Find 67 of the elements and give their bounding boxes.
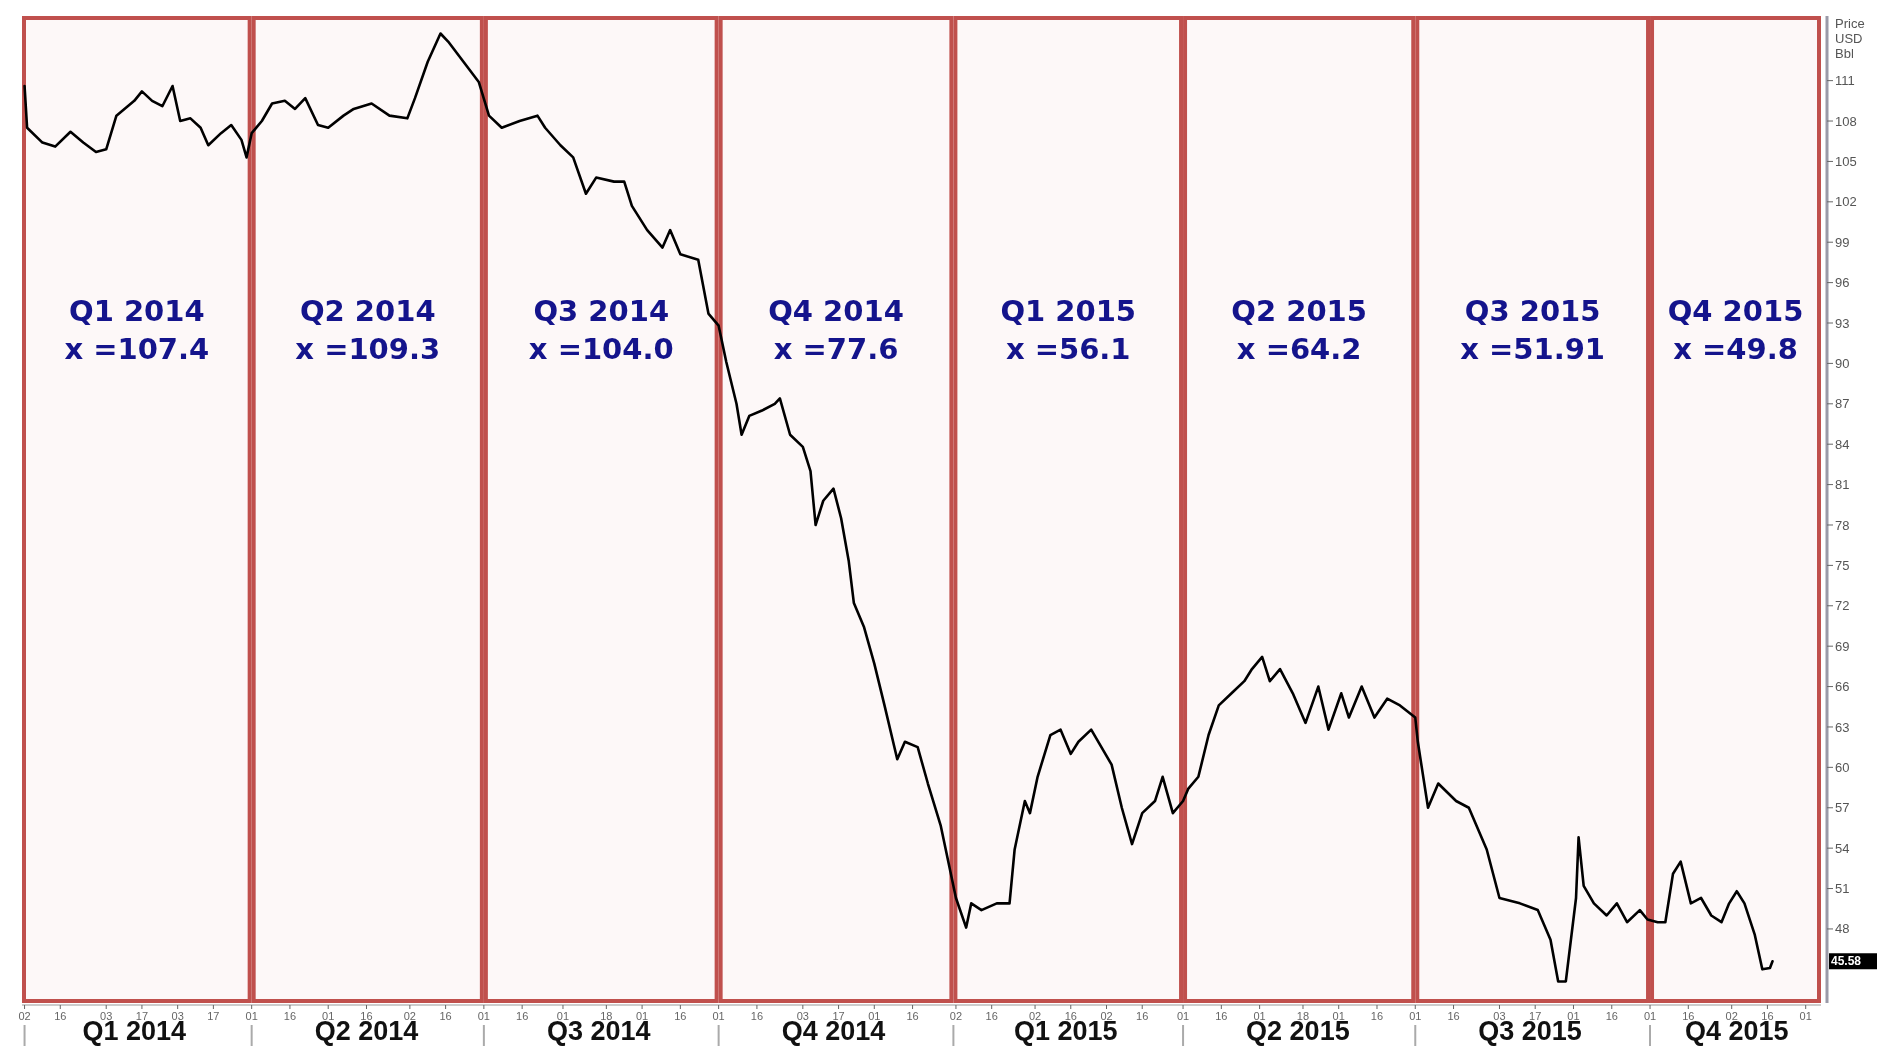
y-tick-label: 105 [1835, 153, 1857, 169]
text: x =64.2 [1236, 332, 1362, 366]
y-tick-label: 48 [1835, 921, 1850, 937]
x-tick-label: 17 [135, 1010, 149, 1022]
x-tick-label: 02 [949, 1010, 963, 1022]
x-tick-label: 17 [1529, 1010, 1542, 1022]
y-axis-title: Price USD Bbl [1835, 16, 1865, 61]
text: x =104.0 [528, 332, 674, 366]
y-tick-label: 63 [1835, 719, 1850, 735]
x2-tick-label: Q1 2014 [69, 294, 205, 328]
x-tick-label: 02 [18, 1010, 31, 1022]
x2-tick-label: Q2 2014 [299, 294, 436, 328]
x-tick-label: 17 [207, 1010, 220, 1022]
text: x =56.1 [1005, 332, 1131, 366]
y-tick-label: 78 [1835, 517, 1850, 533]
x-tick-label: 17 [832, 1010, 845, 1022]
x-tick-label: 16 [750, 1010, 764, 1022]
x-tick-label: 01 [477, 1010, 490, 1022]
y-tick-label: 81 [1835, 477, 1850, 493]
text: x =51.91 [1460, 332, 1606, 366]
x-tick-label: 01 [1643, 1010, 1657, 1022]
text: x =49.8 [1673, 332, 1798, 366]
x-tick-label: 16 [1370, 1010, 1384, 1022]
x2-tick-label: Q3 2015 [1464, 294, 1601, 328]
y-tick-label: 84 [1835, 436, 1850, 452]
x2-tick-label: Q1 2015 [1000, 294, 1137, 328]
x-tick-label: 16 [439, 1010, 452, 1022]
x2-tick-label: Q4 2015 [1667, 294, 1804, 328]
x-tick-label: 03 [796, 1010, 809, 1022]
x-tick-label: 01 [1799, 1010, 1812, 1022]
x-tick-label: 16 [1605, 1010, 1618, 1022]
y-tick-label: 60 [1835, 759, 1850, 775]
text: x =109.3 [295, 332, 441, 366]
y-tick-label: 75 [1835, 557, 1850, 573]
x-tick-label: 01 [712, 1010, 725, 1022]
y-tick-label: 51 [1835, 881, 1850, 897]
y-tick-label: 96 [1835, 275, 1850, 291]
x-tick-label: 01 [1176, 1010, 1190, 1022]
text: x =107.4 [64, 332, 210, 366]
x-tick-label: 16 [1447, 1010, 1460, 1022]
y-tick-label: 57 [1835, 800, 1850, 816]
y-tick-label: 99 [1835, 234, 1850, 250]
y-tick-label: 102 [1835, 194, 1857, 210]
x-tick-label: 16 [906, 1010, 919, 1022]
y-tick-label: 108 [1835, 113, 1857, 129]
y-tick-label: 69 [1835, 638, 1850, 654]
y-tick-label: 93 [1835, 315, 1850, 331]
x-tick-label: 16 [1215, 1010, 1228, 1022]
x2-tick-label: Q4 2014 [768, 294, 904, 328]
x2-tick-label: Q2 2015 [1231, 294, 1367, 328]
x-tick-label: 16 [985, 1010, 998, 1022]
x-tick-label: 16 [1136, 1010, 1149, 1022]
y-tick-label: 72 [1835, 598, 1850, 614]
y-tick-label: 54 [1835, 840, 1850, 856]
x-tick-label: 16 [516, 1010, 529, 1022]
y-tick-label: 111 [1835, 73, 1855, 89]
y-tick-label: 87 [1835, 396, 1850, 412]
x2-tick-label: Q3 2014 [533, 294, 670, 328]
x-tick-label: 16 [54, 1010, 67, 1022]
x-tick-label: 16 [674, 1010, 687, 1022]
text: 45.58 [1831, 954, 1862, 969]
x-tick-label: 01 [245, 1010, 258, 1022]
y-tick-label: 90 [1835, 355, 1850, 371]
y-tick-label: 66 [1835, 679, 1850, 695]
x-tick-label: 01 [1409, 1010, 1422, 1022]
text: x =77.6 [773, 332, 899, 366]
x-tick-label: 16 [283, 1010, 297, 1022]
